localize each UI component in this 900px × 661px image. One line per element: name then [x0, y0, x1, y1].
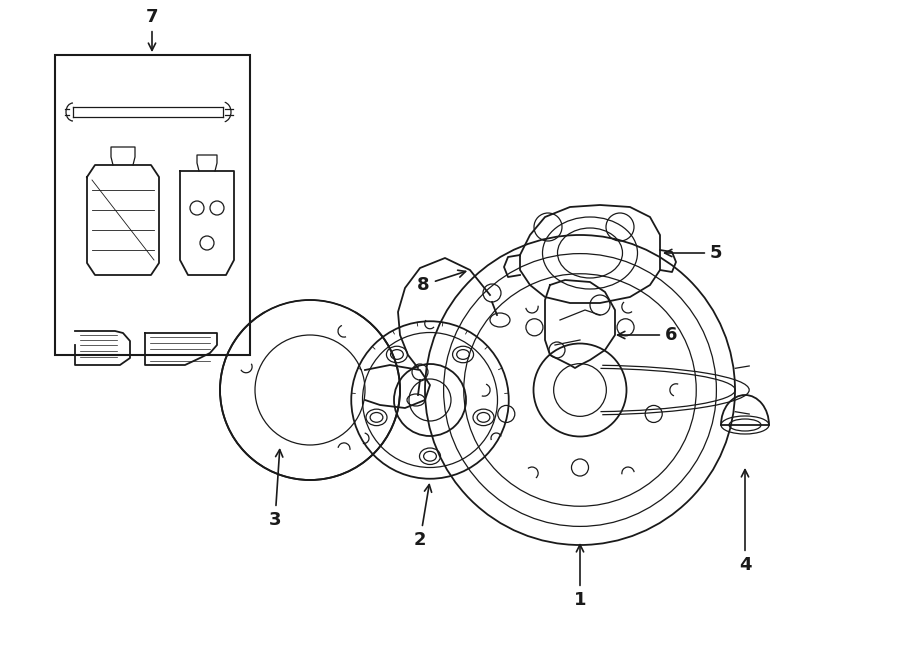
- Text: 3: 3: [269, 449, 283, 529]
- Text: 1: 1: [574, 545, 586, 609]
- Bar: [55, 55, 250, 355]
- Text: 4: 4: [739, 470, 752, 574]
- Text: 5: 5: [664, 244, 723, 262]
- Text: 2: 2: [414, 485, 432, 549]
- Text: 8: 8: [418, 270, 465, 294]
- Text: 6: 6: [617, 326, 678, 344]
- Text: 7: 7: [146, 8, 158, 50]
